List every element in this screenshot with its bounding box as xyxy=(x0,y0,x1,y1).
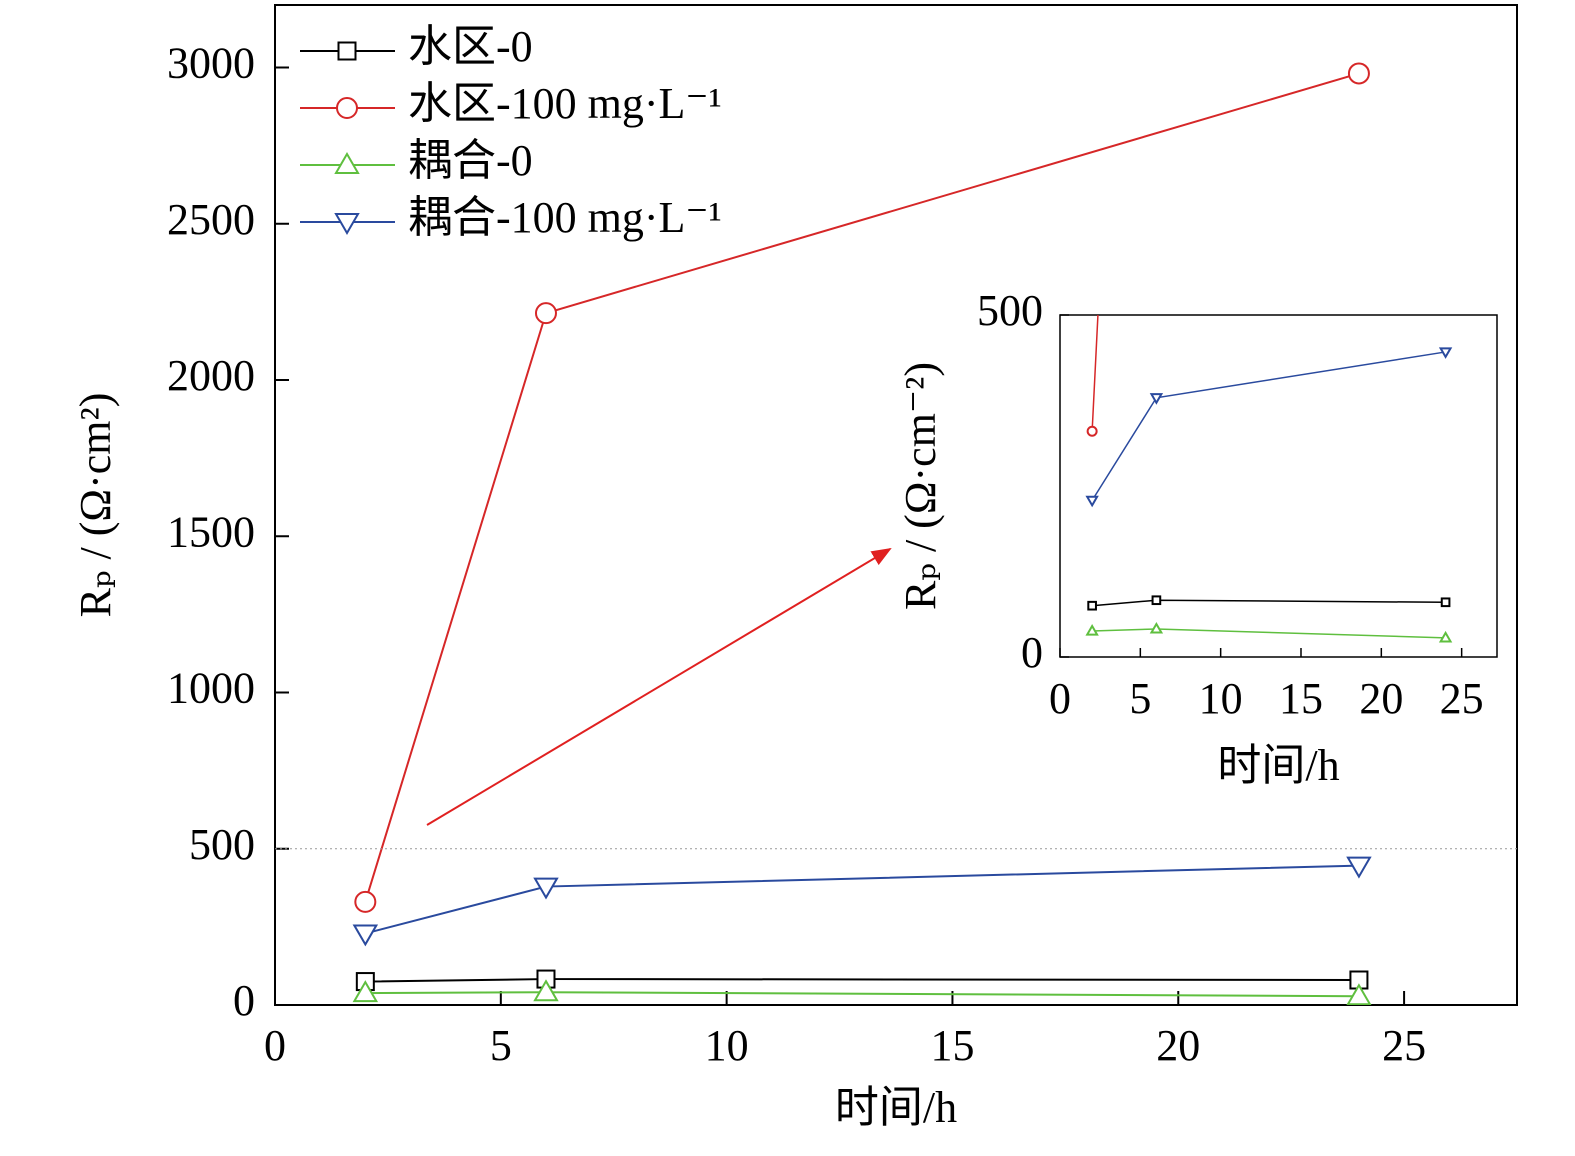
legend-marker xyxy=(336,97,358,119)
marker xyxy=(1149,393,1164,405)
y-axis-label: Rₚ / (Ω·cm⁻²) xyxy=(896,362,945,610)
marker xyxy=(1151,595,1162,606)
series-line xyxy=(365,978,1359,983)
y-tick-label: 0 xyxy=(233,976,255,1025)
marker xyxy=(1440,597,1451,608)
marker xyxy=(1085,495,1099,508)
x-tick-label: 0 xyxy=(264,1021,286,1070)
series-line xyxy=(365,991,1359,998)
marker xyxy=(1087,600,1097,611)
plot-area xyxy=(1085,315,1453,643)
x-tick-label: 5 xyxy=(1129,674,1151,723)
x-tick-label: 0 xyxy=(1049,674,1071,723)
plot-frame xyxy=(274,4,1518,1006)
x-tick-label: 25 xyxy=(1382,1021,1426,1070)
y-tick-label: 2000 xyxy=(167,351,255,400)
x-tick-label: 5 xyxy=(490,1021,512,1070)
legend-marker xyxy=(334,213,360,235)
series-line xyxy=(365,864,1359,935)
marker xyxy=(1085,624,1099,636)
plot-frame xyxy=(1059,314,1498,658)
marker xyxy=(1149,622,1164,634)
inset-background xyxy=(1060,315,1497,657)
marker xyxy=(1346,983,1372,1005)
legend-marker xyxy=(337,41,357,61)
marker xyxy=(1086,425,1098,437)
marker xyxy=(1347,62,1370,85)
legend-label: 水区-0 xyxy=(408,22,533,71)
marker xyxy=(534,302,557,325)
y-tick-label: 3000 xyxy=(167,39,255,88)
legend-marker xyxy=(334,152,360,174)
marker xyxy=(354,890,377,913)
x-axis-label: 时间/h xyxy=(835,1083,957,1132)
x-axis-label: 时间/h xyxy=(1217,741,1339,790)
x-tick-label: 15 xyxy=(930,1021,974,1070)
y-tick-label: 2500 xyxy=(167,195,255,244)
y-axis-label: Rₚ / (Ω·cm²) xyxy=(71,393,120,618)
arrow xyxy=(426,547,892,826)
y-tick-label: 1500 xyxy=(167,507,255,556)
y-tick-label: 0 xyxy=(1021,628,1043,677)
marker xyxy=(533,979,559,1002)
y-tick-label: 1000 xyxy=(167,664,255,713)
marker xyxy=(1438,347,1453,359)
marker xyxy=(533,877,559,900)
x-tick-label: 25 xyxy=(1440,674,1484,723)
x-tick-label: 10 xyxy=(1199,674,1243,723)
legend-label: 耦合-0 xyxy=(408,136,533,185)
x-tick-label: 20 xyxy=(1156,1021,1200,1070)
y-tick-label: 500 xyxy=(977,286,1043,335)
marker xyxy=(1438,630,1453,643)
legend-label: 水区-100 mg·L⁻¹ xyxy=(408,79,722,128)
x-tick-label: 20 xyxy=(1359,674,1403,723)
marker xyxy=(352,980,379,1003)
legend-label: 耦合-100 mg·L⁻¹ xyxy=(408,193,722,242)
marker xyxy=(1346,856,1372,879)
x-tick-label: 15 xyxy=(1279,674,1323,723)
plot-area xyxy=(352,62,1372,1005)
marker xyxy=(352,924,379,947)
y-tick-label: 500 xyxy=(189,820,255,869)
x-tick-label: 10 xyxy=(705,1021,749,1070)
